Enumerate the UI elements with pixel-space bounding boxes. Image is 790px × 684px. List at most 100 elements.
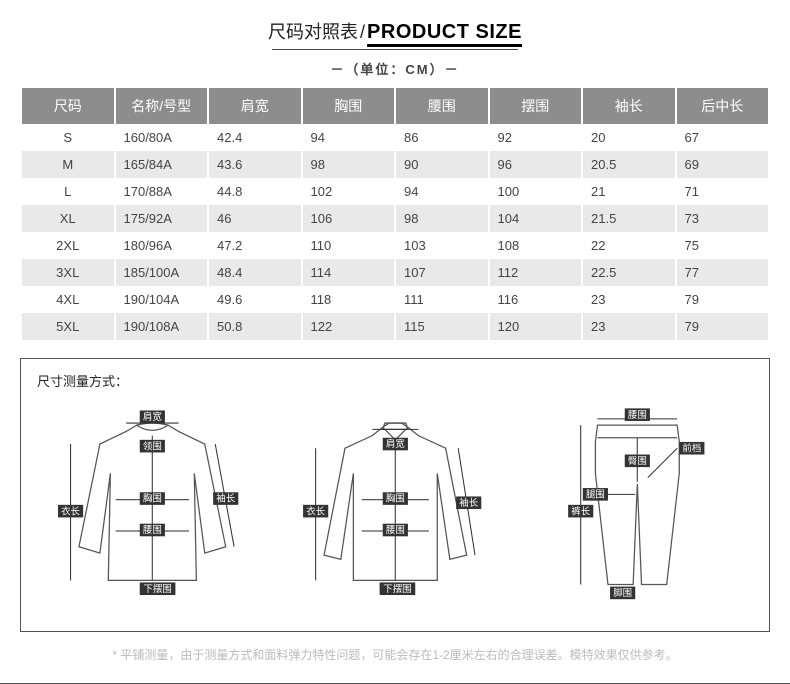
svg-text:脚围: 脚围 [614,587,633,598]
unit-label: －（单位：CM）－ [20,59,770,78]
table-cell: 22 [583,232,675,259]
table-cell: S [22,124,114,151]
table-cell: 122 [303,313,395,340]
table-cell: 104 [490,205,582,232]
svg-text:衣长: 衣长 [306,505,325,516]
measurement-diagram-box: 尺寸测量方式： 肩宽 领围 胸围 腰围 下摆围 衣长 [20,358,770,632]
table-cell: 110 [303,232,395,259]
title-underline [272,49,518,50]
diagram-jacket: 肩宽 领围 胸围 腰围 下摆围 衣长 袖长 [37,400,268,615]
table-cell: 67 [677,124,769,151]
table-header-row: 尺码 名称/号型 肩宽 胸围 腰围 摆围 袖长 后中长 [22,88,768,124]
table-cell: 111 [396,286,488,313]
table-cell: 22.5 [583,259,675,286]
table-row: S160/80A42.49486922067 [22,124,768,151]
table-cell: 118 [303,286,395,313]
table-cell: 170/88A [116,178,208,205]
table-cell: 120 [490,313,582,340]
table-row: L170/88A44.8102941002171 [22,178,768,205]
table-body: S160/80A42.49486922067M165/84A43.6989096… [22,124,768,340]
table-cell: 21 [583,178,675,205]
table-cell: 50.8 [209,313,301,340]
table-cell: 79 [677,286,769,313]
table-row: XL175/92A461069810421.573 [22,205,768,232]
table-cell: 20.5 [583,151,675,178]
table-cell: 46 [209,205,301,232]
svg-text:袖长: 袖长 [216,493,235,504]
svg-text:胸围: 胸围 [386,493,405,504]
table-cell: 103 [396,232,488,259]
table-cell: 112 [490,259,582,286]
table-cell: 175/92A [116,205,208,232]
table-row: 4XL190/104A49.61181111162379 [22,286,768,313]
table-cell: 94 [303,124,395,151]
table-cell: 49.6 [209,286,301,313]
table-cell: 21.5 [583,205,675,232]
table-cell: 106 [303,205,395,232]
table-cell: 3XL [22,259,114,286]
svg-text:领围: 领围 [143,440,162,451]
svg-text:腰围: 腰围 [386,524,405,535]
svg-text:胸围: 胸围 [143,493,162,504]
col-shoulder: 肩宽 [209,88,301,124]
table-cell: 190/108A [116,313,208,340]
table-cell: 47.2 [209,232,301,259]
col-waist: 腰围 [396,88,488,124]
col-spec: 名称/号型 [116,88,208,124]
table-cell: 100 [490,178,582,205]
col-backlen: 后中长 [677,88,769,124]
svg-text:下摆围: 下摆围 [383,583,411,594]
table-cell: 115 [396,313,488,340]
table-row: 3XL185/100A48.411410711222.577 [22,259,768,286]
title-chinese: 尺码对照表 [268,22,358,42]
table-cell: 90 [396,151,488,178]
svg-text:下摆围: 下摆围 [143,583,171,594]
table-cell: 23 [583,313,675,340]
col-sleeve: 袖长 [583,88,675,124]
col-chest: 胸围 [303,88,395,124]
table-cell: 5XL [22,313,114,340]
svg-text:肩宽: 肩宽 [386,438,405,449]
table-cell: 108 [490,232,582,259]
diagrams-row: 肩宽 领围 胸围 腰围 下摆围 衣长 袖长 [37,400,753,615]
table-cell: 69 [677,151,769,178]
table-cell: 92 [490,124,582,151]
table-cell: XL [22,205,114,232]
table-row: 2XL180/96A47.21101031082275 [22,232,768,259]
title-separator: / [360,22,365,42]
table-cell: 96 [490,151,582,178]
table-cell: 44.8 [209,178,301,205]
table-cell: 190/104A [116,286,208,313]
diagram-shirt: 肩宽 胸围 腰围 下摆围 衣长 袖长 [280,400,511,615]
svg-text:腰围: 腰围 [143,524,162,535]
table-cell: 94 [396,178,488,205]
col-hem: 摆围 [490,88,582,124]
table-cell: 20 [583,124,675,151]
table-cell: 165/84A [116,151,208,178]
table-cell: 75 [677,232,769,259]
table-cell: 23 [583,286,675,313]
table-cell: 160/80A [116,124,208,151]
diagram-title: 尺寸测量方式： [37,371,753,390]
svg-text:腿围: 腿围 [586,489,605,500]
svg-text:衣长: 衣长 [61,505,80,516]
table-cell: 98 [396,205,488,232]
table-cell: 42.4 [209,124,301,151]
size-chart-document: 尺码对照表/PRODUCT SIZE －（单位：CM）－ 尺码 名称/号型 肩宽… [0,0,790,684]
table-cell: 79 [677,313,769,340]
svg-text:裤长: 裤长 [572,505,591,516]
footnote: * 平铺测量，由于测量方式和面料弹力特性问题，可能会存在1-2厘米左右的合理误差… [20,646,770,663]
table-cell: 114 [303,259,395,286]
table-cell: 185/100A [116,259,208,286]
title-row: 尺码对照表/PRODUCT SIZE [20,18,770,44]
diagram-pants: 腰围 臀围 前档 腿围 裤长 脚围 [522,400,753,615]
table-cell: 48.4 [209,259,301,286]
svg-text:袖长: 袖长 [459,497,478,508]
title-english: PRODUCT SIZE [367,21,522,47]
table-cell: 71 [677,178,769,205]
table-cell: 180/96A [116,232,208,259]
table-cell: 73 [677,205,769,232]
table-cell: 86 [396,124,488,151]
table-cell: 2XL [22,232,114,259]
table-cell: L [22,178,114,205]
